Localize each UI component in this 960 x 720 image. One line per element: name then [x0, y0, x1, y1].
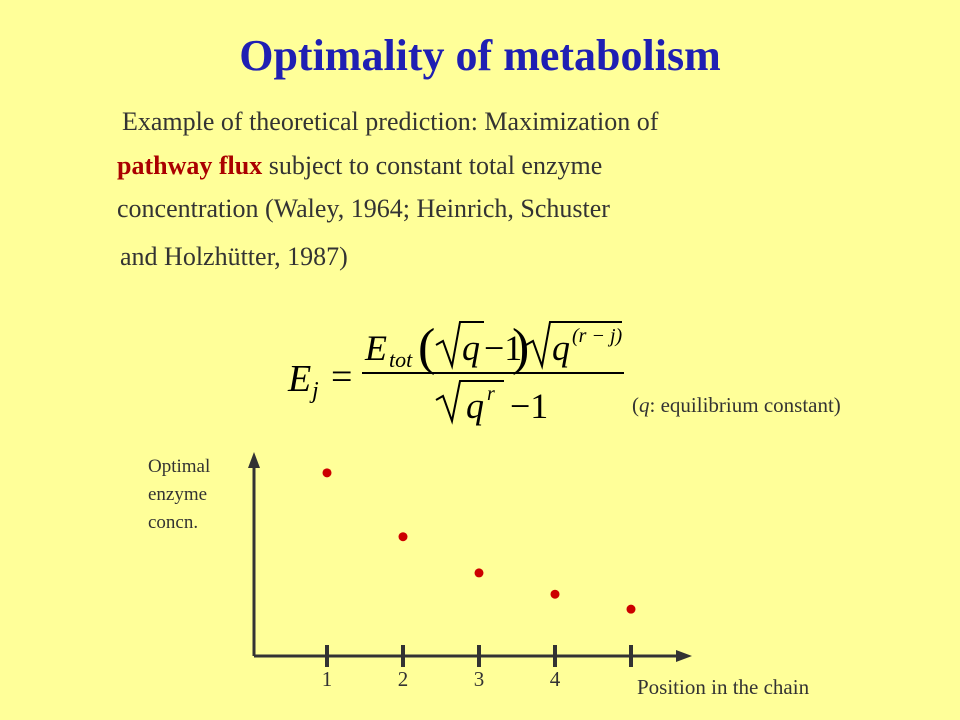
formula-minus-one: −1: [484, 328, 522, 368]
chart: 1 2 3 4: [248, 452, 692, 691]
formula-den-exponent: r: [487, 383, 495, 405]
x-axis-arrow: [676, 650, 692, 662]
x-tick-label-2: 2: [398, 667, 409, 691]
intro-line-1: Example of theoretical prediction: Maxim…: [122, 107, 659, 136]
data-points: [322, 468, 636, 614]
formula-close-paren: ): [512, 319, 529, 376]
formula-lhs-E: E: [287, 358, 311, 400]
formula-den-minus-one: −1: [510, 386, 548, 426]
note-open-paren: (: [632, 393, 639, 417]
y-label-line-1: Optimal: [148, 456, 211, 477]
formula-q3: q: [466, 386, 484, 426]
y-label-line-3: concn.: [148, 512, 199, 533]
equilibrium-note: (q: equilibrium constant): [632, 393, 841, 418]
formula-exponent: (r − j): [572, 325, 622, 347]
formula-q2: q: [552, 328, 570, 368]
note-text: : equilibrium constant): [649, 393, 841, 417]
data-point-3: [474, 568, 484, 578]
formula-lhs-sub: j: [309, 378, 319, 404]
note-variable: q: [639, 393, 650, 417]
data-point-1: [322, 468, 332, 478]
intro-line-2-rest: subject to constant total enzyme: [268, 151, 603, 180]
intro-line-4: and Holzhütter, 1987): [120, 242, 348, 271]
intro-line-3: concentration (Waley, 1964; Heinrich, Sc…: [117, 194, 610, 223]
formula-open-paren: (: [418, 319, 435, 376]
data-point-4: [550, 589, 560, 599]
formula-q1: q: [462, 328, 480, 368]
x-tick-label-4: 4: [550, 667, 561, 691]
formula-num-E: E: [364, 328, 387, 368]
formula-sqrt-3: [435, 380, 504, 425]
intro-line-2: pathway flux subject to constant total e…: [117, 151, 602, 181]
y-axis-label: Optimal enzyme concn.: [148, 453, 210, 537]
formula-sqrt-1: [435, 321, 484, 370]
x-tick-label-3: 3: [474, 667, 485, 691]
x-axis-label: Position in the chain: [637, 675, 810, 699]
x-tick-label-1: 1: [322, 667, 333, 691]
pathway-flux-highlight: pathway flux: [117, 151, 263, 180]
formula-equals: =: [331, 356, 352, 398]
y-axis-arrow: [248, 452, 260, 468]
data-point-2: [398, 532, 408, 542]
data-point-5: [626, 604, 636, 614]
x-ticks: 1 2 3 4: [322, 645, 633, 691]
formula-num-sub: tot: [389, 347, 413, 372]
slide-title: Optimality of metabolism: [239, 31, 721, 80]
enzyme-formula: E j = E tot ( q −1 ) q (r − j) q r −1: [287, 319, 624, 426]
y-label-line-2: enzyme: [148, 484, 208, 505]
formula-sqrt-2: [525, 321, 622, 370]
